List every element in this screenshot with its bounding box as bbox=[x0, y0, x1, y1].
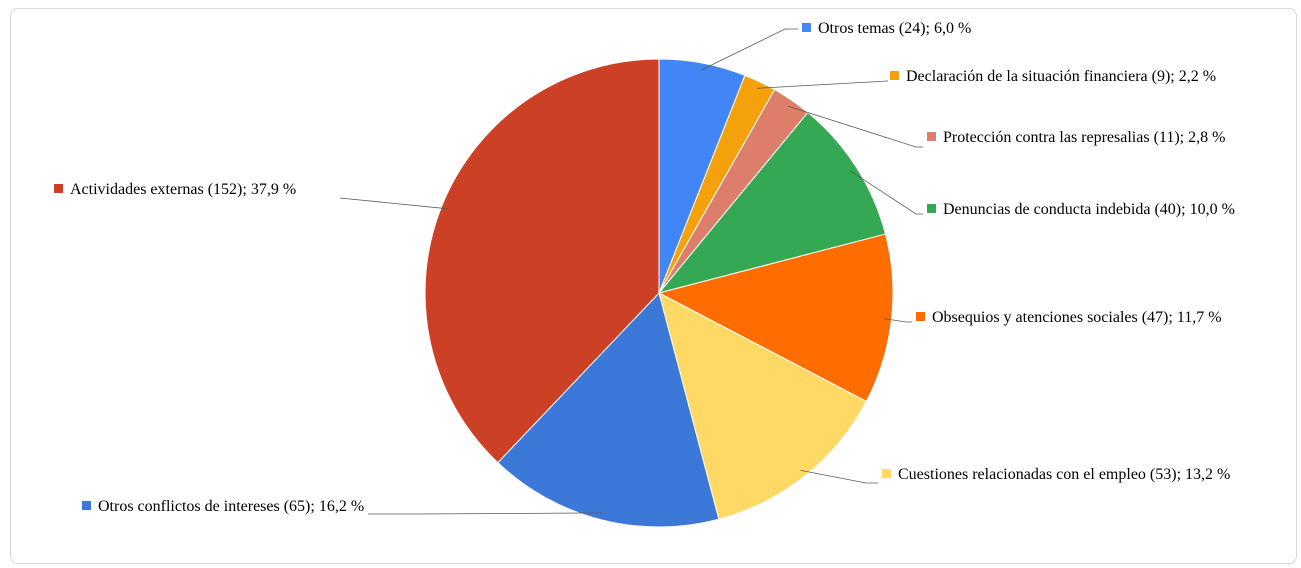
leader-line bbox=[368, 512, 603, 515]
slice-label: Actividades externas (152); 37,9 % bbox=[70, 181, 296, 198]
leader-line bbox=[800, 470, 878, 484]
slice-label: Denuncias de conducta indebida (40); 10,… bbox=[943, 201, 1235, 218]
leader-line bbox=[756, 80, 889, 89]
pie-slice bbox=[497, 292, 720, 528]
slice-label: Otros temas (24); 6,0 % bbox=[818, 20, 971, 37]
label-color-marker bbox=[916, 312, 925, 321]
leader-line bbox=[339, 197, 449, 210]
slice-label: Cuestiones relacionadas con el empleo (5… bbox=[898, 466, 1230, 483]
leader-line bbox=[884, 318, 912, 323]
slice-label: Declaración de la situación financiera (… bbox=[906, 68, 1216, 85]
pie-slice bbox=[657, 111, 887, 294]
slice-label: Obsequios y atenciones sociales (47); 11… bbox=[932, 309, 1222, 326]
pie-slice bbox=[424, 58, 660, 464]
slice-label: Protección contra las represalias (11); … bbox=[943, 129, 1225, 146]
pie-slices bbox=[424, 58, 894, 528]
label-color-marker bbox=[927, 204, 936, 213]
slice-label: Otros conflictos de intereses (65); 16,2… bbox=[98, 498, 364, 515]
label-color-marker bbox=[82, 501, 91, 510]
label-color-marker bbox=[54, 184, 63, 193]
label-color-marker bbox=[927, 132, 936, 141]
label-color-marker bbox=[890, 71, 899, 80]
label-color-marker bbox=[882, 469, 891, 478]
slice-labels: Otros temas (24); 6,0 % Declaración de la… bbox=[54, 20, 1235, 515]
leader-line bbox=[787, 105, 923, 148]
leader-line bbox=[850, 170, 923, 215]
pie-slice bbox=[658, 292, 868, 520]
leader-line bbox=[701, 28, 798, 71]
label-color-marker bbox=[802, 23, 811, 32]
leader-lines bbox=[339, 28, 923, 515]
